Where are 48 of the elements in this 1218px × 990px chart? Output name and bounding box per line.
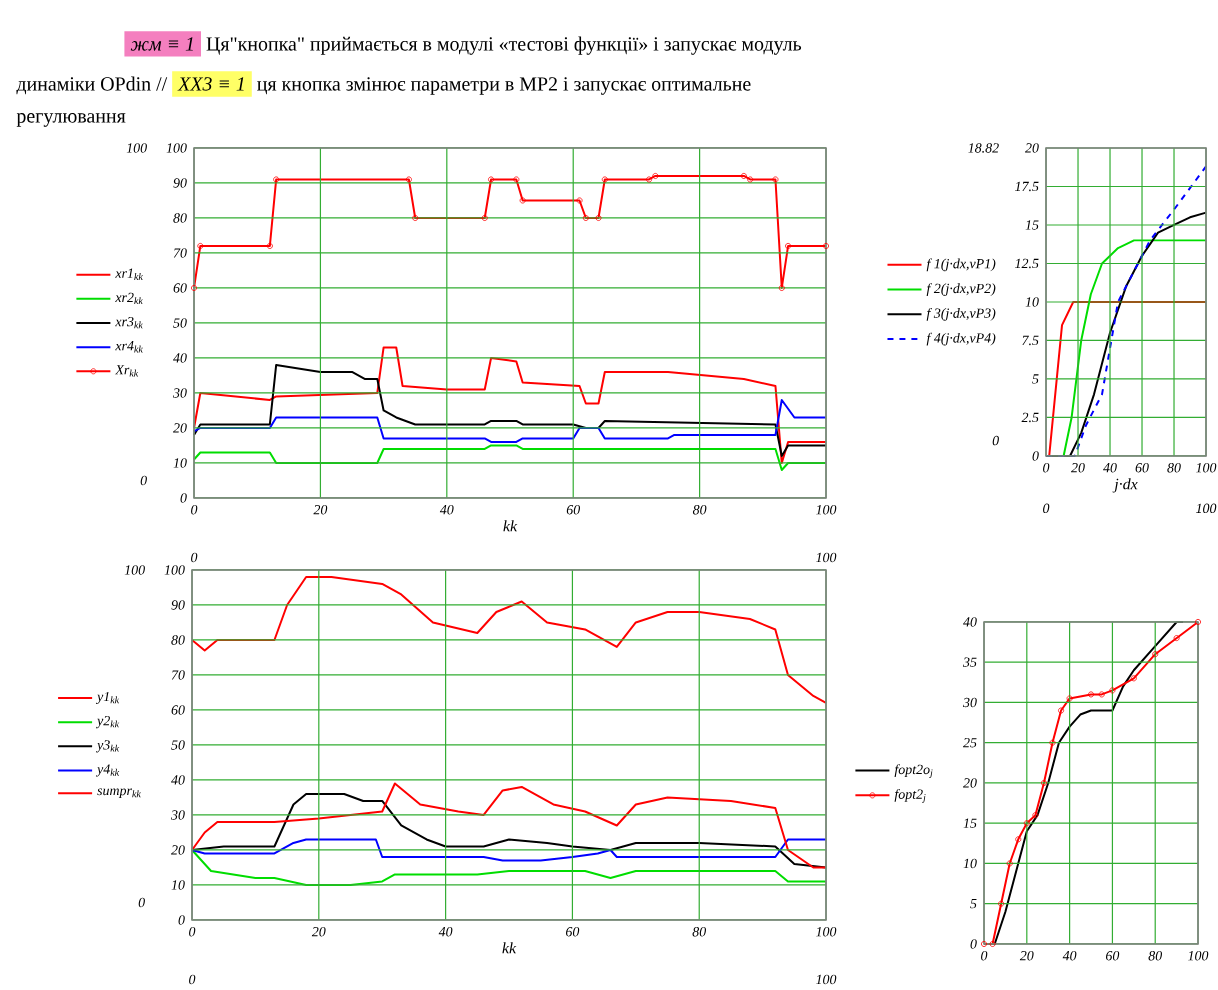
point bbox=[1040, 779, 1047, 786]
point bbox=[772, 176, 779, 183]
line-series bbox=[191, 848, 828, 886]
point bbox=[481, 214, 488, 221]
point bbox=[412, 214, 419, 221]
point bbox=[266, 242, 273, 249]
text: // bbox=[156, 77, 168, 91]
point bbox=[1173, 635, 1180, 642]
point bbox=[998, 900, 1005, 907]
point bbox=[197, 242, 204, 249]
point bbox=[989, 940, 996, 947]
point bbox=[595, 214, 602, 221]
point bbox=[1015, 836, 1022, 843]
point bbox=[519, 197, 526, 204]
point bbox=[778, 284, 785, 291]
point bbox=[405, 176, 412, 183]
point bbox=[1088, 691, 1095, 698]
text: динаміки bbox=[16, 77, 95, 95]
point bbox=[488, 176, 495, 183]
point bbox=[1006, 860, 1013, 867]
point bbox=[1098, 691, 1105, 698]
line-series bbox=[193, 363, 828, 457]
point bbox=[646, 176, 653, 183]
line-series bbox=[191, 838, 828, 862]
point bbox=[582, 214, 589, 221]
point bbox=[1066, 695, 1073, 702]
point bbox=[1058, 707, 1065, 714]
point bbox=[1109, 687, 1116, 694]
point bbox=[1130, 675, 1137, 682]
point bbox=[785, 242, 792, 249]
text: XX3 ≡ 1 bbox=[177, 77, 244, 91]
point bbox=[1152, 651, 1159, 658]
point bbox=[1032, 812, 1039, 819]
text: ця кнопка змінює параметри в MP2 і запускає оптимальне bbox=[257, 77, 751, 95]
point bbox=[576, 197, 583, 204]
text: регулювання bbox=[16, 113, 126, 127]
point bbox=[273, 176, 280, 183]
point bbox=[747, 176, 754, 183]
point bbox=[1049, 739, 1056, 746]
point bbox=[601, 176, 608, 183]
text: OPdin bbox=[101, 76, 151, 91]
line-series bbox=[193, 346, 828, 464]
point bbox=[740, 172, 747, 179]
text: Ця"кнопка" приймається в модулі «тестові функції» і запускає модуль bbox=[206, 36, 802, 55]
point bbox=[513, 176, 520, 183]
point bbox=[1023, 820, 1030, 827]
point bbox=[652, 172, 659, 179]
text: жм ≡ 1 bbox=[130, 37, 193, 51]
